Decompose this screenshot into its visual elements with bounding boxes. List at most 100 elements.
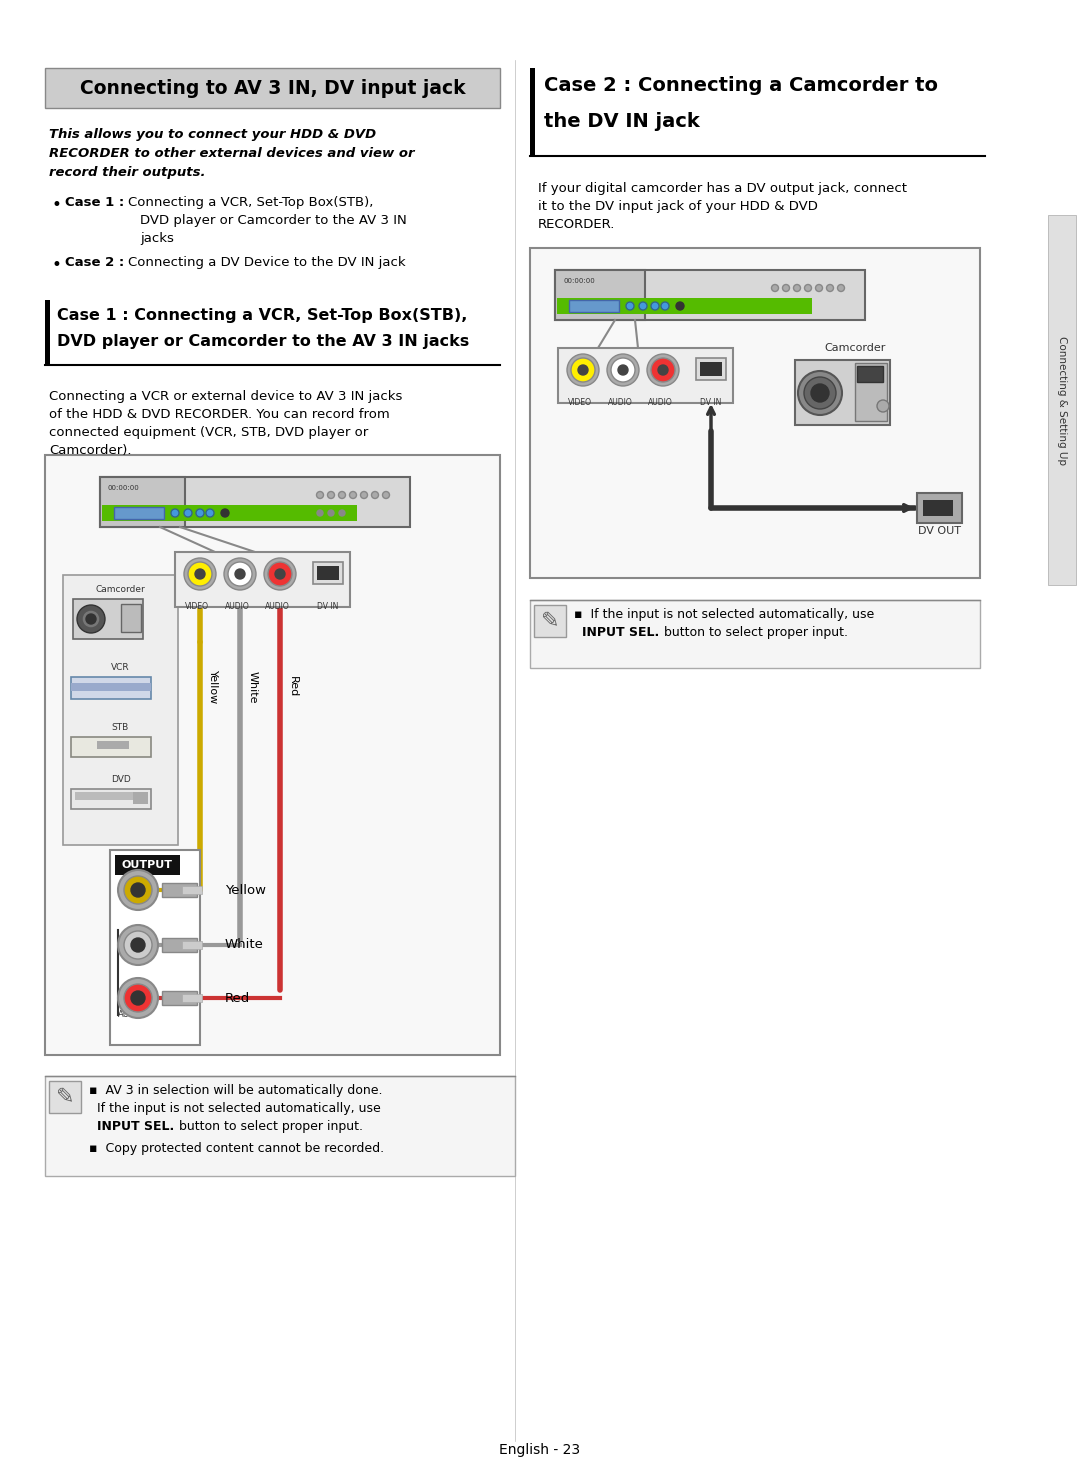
Text: connected equipment (VCR, STB, DVD player or: connected equipment (VCR, STB, DVD playe… <box>49 427 368 438</box>
FancyBboxPatch shape <box>1048 215 1076 585</box>
Text: AUDIO: AUDIO <box>118 1010 146 1019</box>
Circle shape <box>651 302 659 310</box>
Circle shape <box>224 558 256 589</box>
Circle shape <box>188 561 212 586</box>
Text: Yellow: Yellow <box>208 669 218 703</box>
FancyBboxPatch shape <box>100 477 410 527</box>
FancyBboxPatch shape <box>530 247 980 578</box>
Circle shape <box>118 926 158 966</box>
FancyBboxPatch shape <box>71 789 151 809</box>
Text: •: • <box>51 256 60 274</box>
Circle shape <box>124 875 152 903</box>
Circle shape <box>571 358 595 382</box>
Circle shape <box>626 302 634 310</box>
FancyBboxPatch shape <box>858 366 883 382</box>
Circle shape <box>124 983 152 1012</box>
Text: DV IN: DV IN <box>700 398 721 407</box>
FancyBboxPatch shape <box>102 505 357 521</box>
FancyBboxPatch shape <box>183 940 202 949</box>
Text: AUDIO: AUDIO <box>648 398 673 407</box>
Text: •: • <box>51 195 60 213</box>
Text: Connecting to AV 3 IN, DV input jack: Connecting to AV 3 IN, DV input jack <box>80 78 465 98</box>
FancyBboxPatch shape <box>569 301 619 312</box>
Text: Red: Red <box>225 991 251 1004</box>
FancyBboxPatch shape <box>45 455 500 1054</box>
Text: DVD player or Camcorder to the AV 3 IN jacks: DVD player or Camcorder to the AV 3 IN j… <box>57 335 469 350</box>
FancyBboxPatch shape <box>696 358 726 381</box>
Circle shape <box>877 400 889 412</box>
FancyBboxPatch shape <box>114 507 164 518</box>
Text: 00:00:00: 00:00:00 <box>563 278 595 284</box>
Circle shape <box>837 284 845 292</box>
Circle shape <box>647 354 679 387</box>
FancyBboxPatch shape <box>318 566 339 581</box>
Text: OUTPUT: OUTPUT <box>121 860 173 869</box>
Text: This allows you to connect your HDD & DVD: This allows you to connect your HDD & DV… <box>49 127 376 141</box>
Circle shape <box>235 569 245 579</box>
Circle shape <box>221 509 229 517</box>
Circle shape <box>195 509 204 517</box>
Text: VCR: VCR <box>111 663 130 672</box>
Circle shape <box>658 364 669 375</box>
FancyBboxPatch shape <box>555 270 865 320</box>
Text: RECORDER.: RECORDER. <box>538 218 616 231</box>
Circle shape <box>82 610 100 628</box>
Text: DVD player or Camcorder to the AV 3 IN: DVD player or Camcorder to the AV 3 IN <box>140 213 407 227</box>
Text: Red: Red <box>288 677 298 698</box>
Text: Connecting a VCR or external device to AV 3 IN jacks: Connecting a VCR or external device to A… <box>49 390 403 403</box>
Text: Camcorder: Camcorder <box>96 585 146 594</box>
FancyBboxPatch shape <box>557 298 812 314</box>
Circle shape <box>124 932 152 960</box>
Text: INPUT SEL.: INPUT SEL. <box>582 626 659 638</box>
Circle shape <box>118 869 158 909</box>
Text: Connecting a DV Device to the DV IN jack: Connecting a DV Device to the DV IN jack <box>129 256 406 270</box>
Circle shape <box>264 558 296 589</box>
Text: Camcorder: Camcorder <box>824 344 886 352</box>
Circle shape <box>361 492 367 499</box>
FancyBboxPatch shape <box>71 738 151 757</box>
Text: ▪  If the input is not selected automatically, use: ▪ If the input is not selected automatic… <box>573 609 874 621</box>
Circle shape <box>350 492 356 499</box>
Text: Case 1 :: Case 1 : <box>65 195 124 209</box>
Text: RECORDER to other external devices and view or: RECORDER to other external devices and v… <box>49 147 415 160</box>
Circle shape <box>611 358 635 382</box>
Text: ✎: ✎ <box>56 1087 75 1106</box>
FancyBboxPatch shape <box>49 1081 81 1114</box>
Circle shape <box>131 991 145 1006</box>
FancyBboxPatch shape <box>917 493 962 523</box>
Circle shape <box>798 372 842 415</box>
Text: White: White <box>248 671 258 703</box>
Circle shape <box>327 492 335 499</box>
Text: If the input is not selected automatically, use: If the input is not selected automatical… <box>97 1102 381 1115</box>
Circle shape <box>372 492 378 499</box>
FancyBboxPatch shape <box>534 606 566 637</box>
Text: White: White <box>225 939 264 951</box>
Circle shape <box>171 509 179 517</box>
Text: AUDIO: AUDIO <box>265 601 289 612</box>
FancyBboxPatch shape <box>73 598 143 638</box>
Circle shape <box>339 509 345 515</box>
FancyBboxPatch shape <box>133 792 148 804</box>
Circle shape <box>804 378 836 409</box>
Text: 00:00:00: 00:00:00 <box>108 484 139 492</box>
FancyBboxPatch shape <box>71 677 151 699</box>
FancyBboxPatch shape <box>530 600 980 668</box>
Text: it to the DV input jack of your HDD & DVD: it to the DV input jack of your HDD & DV… <box>538 200 818 213</box>
Circle shape <box>578 364 588 375</box>
Text: English - 23: English - 23 <box>499 1442 581 1457</box>
Circle shape <box>607 354 639 387</box>
Circle shape <box>676 302 684 310</box>
Circle shape <box>783 284 789 292</box>
Text: Connecting & Setting Up: Connecting & Setting Up <box>1057 336 1067 465</box>
Text: Connecting a VCR, Set-Top Box(STB),: Connecting a VCR, Set-Top Box(STB), <box>129 195 374 209</box>
Circle shape <box>805 284 811 292</box>
Circle shape <box>206 509 214 517</box>
FancyBboxPatch shape <box>555 270 645 320</box>
Circle shape <box>811 384 829 401</box>
Text: DVD: DVD <box>110 775 131 783</box>
Circle shape <box>118 977 158 1017</box>
Circle shape <box>382 492 390 499</box>
Text: button to select proper input.: button to select proper input. <box>660 626 848 638</box>
Circle shape <box>567 354 599 387</box>
FancyBboxPatch shape <box>175 552 350 607</box>
